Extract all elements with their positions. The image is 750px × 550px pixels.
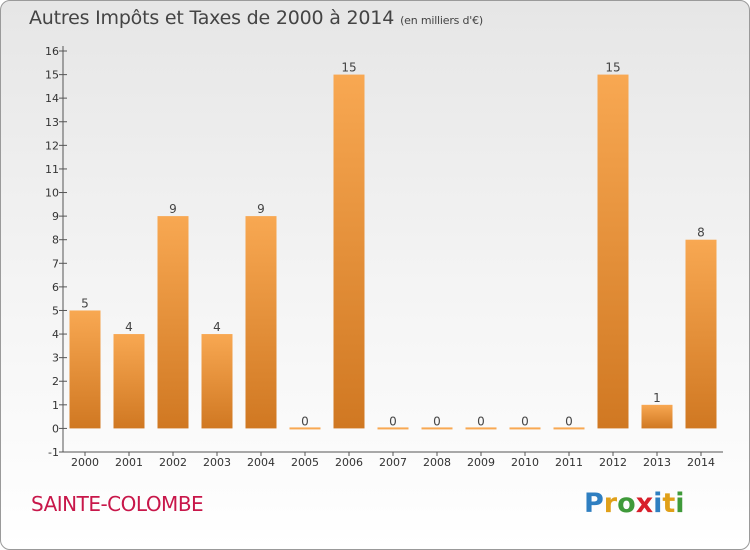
bar (509, 427, 541, 430)
logo-letter: r (603, 488, 618, 519)
data-label: 15 (605, 61, 620, 75)
y-tick-label: 16 (45, 45, 59, 58)
y-tick-label: 9 (52, 210, 59, 223)
x-tick-label: 2014 (687, 456, 715, 469)
x-tick-label: 2012 (599, 456, 627, 469)
bar (421, 427, 453, 430)
data-label: 0 (477, 414, 485, 428)
commune-name: SAINTE-COLOMBE (31, 492, 204, 516)
x-tick-label: 2005 (291, 456, 319, 469)
x-tick-label: 2003 (203, 456, 231, 469)
data-label: 4 (213, 320, 221, 334)
logo-letter: t (662, 488, 676, 519)
y-tick-label: 14 (45, 92, 59, 105)
bar (289, 427, 321, 430)
y-tick-label: 12 (45, 139, 59, 152)
data-label: 0 (301, 414, 309, 428)
y-tick-label: 0 (52, 422, 59, 435)
data-label: 4 (125, 320, 133, 334)
bar (685, 239, 717, 429)
bar (377, 427, 409, 430)
chart-subtitle: (en milliers d'€) (400, 14, 483, 27)
bar (333, 74, 365, 429)
bar (597, 74, 629, 429)
chart-title: Autres Impôts et Taxes de 2000 à 2014 (en… (29, 7, 483, 29)
y-tick-label: 2 (52, 375, 59, 388)
data-label: 0 (389, 414, 397, 428)
logo-letter: o (617, 488, 636, 519)
y-tick-label: 6 (52, 281, 59, 294)
y-tick-label: 4 (52, 328, 59, 341)
y-tick-label: 15 (45, 69, 59, 82)
y-tick-label: 5 (52, 304, 59, 317)
chart-title-text: Autres Impôts et Taxes de 2000 à 2014 (29, 7, 395, 29)
x-tick-label: 2009 (467, 456, 495, 469)
data-label: 8 (697, 226, 705, 240)
x-tick-label: 2000 (71, 456, 99, 469)
y-tick-label: -1 (48, 446, 59, 459)
bar (201, 334, 233, 429)
bar (245, 216, 277, 429)
data-label: 0 (433, 414, 441, 428)
y-tick-label: 1 (52, 399, 59, 412)
logo-letter: x (635, 488, 654, 519)
x-tick-label: 2004 (247, 456, 275, 469)
bar (113, 334, 145, 429)
y-tick-label: 3 (52, 352, 59, 365)
y-tick-label: 8 (52, 234, 59, 247)
data-label: 9 (257, 202, 265, 216)
x-tick-label: 2011 (555, 456, 583, 469)
data-label: 0 (521, 414, 529, 428)
y-tick-label: 7 (52, 257, 59, 270)
bar (69, 310, 101, 429)
x-tick-label: 2001 (115, 456, 143, 469)
data-label: 5 (81, 296, 89, 310)
bar (641, 404, 673, 429)
bar (157, 216, 189, 429)
x-tick-label: 2006 (335, 456, 363, 469)
x-tick-label: 2013 (643, 456, 671, 469)
data-label: 1 (653, 391, 661, 405)
logo-letter: i (653, 488, 663, 519)
x-tick-label: 2002 (159, 456, 187, 469)
bar (465, 427, 497, 430)
x-tick-label: 2008 (423, 456, 451, 469)
y-tick-label: 11 (45, 163, 59, 176)
x-tick-label: 2010 (511, 456, 539, 469)
data-label: 0 (565, 414, 573, 428)
x-tick-label: 2007 (379, 456, 407, 469)
bar (553, 427, 585, 430)
data-label: 9 (169, 202, 177, 216)
proxiti-logo[interactable]: Proxiti (584, 488, 685, 519)
y-tick-label: 13 (45, 116, 59, 129)
logo-letter: P (584, 488, 604, 519)
y-tick-label: 10 (45, 187, 59, 200)
data-label: 15 (341, 61, 356, 75)
logo-letter: i (675, 488, 685, 519)
